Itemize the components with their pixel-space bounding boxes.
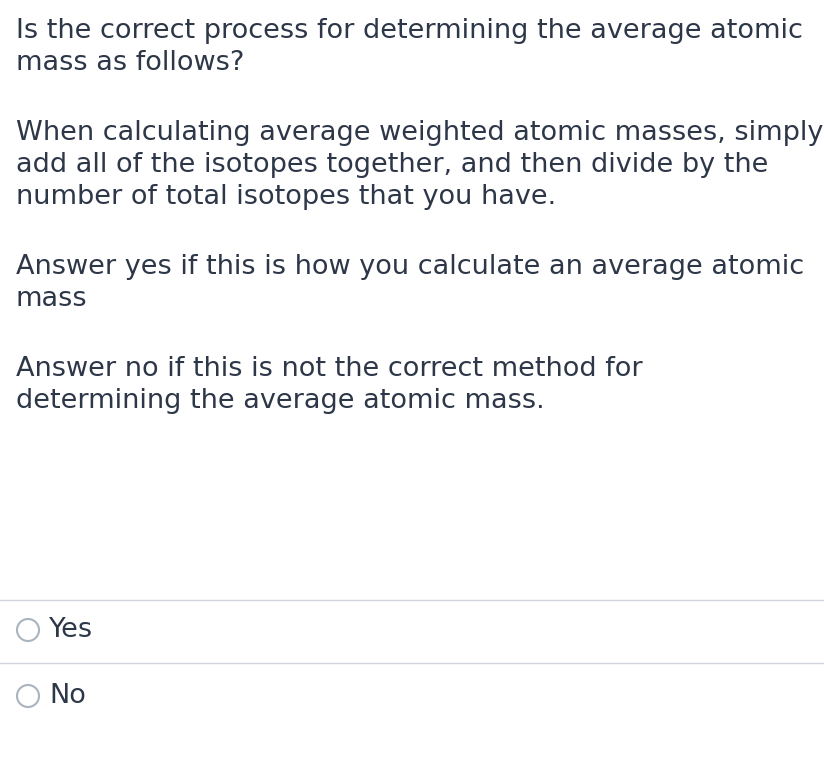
Text: Answer no if this is not the correct method for: Answer no if this is not the correct met…: [16, 356, 643, 382]
Text: No: No: [49, 683, 86, 709]
Text: mass as follows?: mass as follows?: [16, 50, 245, 76]
Text: add all of the isotopes together, and then divide by the: add all of the isotopes together, and th…: [16, 152, 768, 178]
Text: mass: mass: [16, 286, 87, 312]
Text: Yes: Yes: [49, 617, 93, 643]
Text: When calculating average weighted atomic masses, simply: When calculating average weighted atomic…: [16, 120, 823, 146]
Text: determining the average atomic mass.: determining the average atomic mass.: [16, 388, 545, 414]
Text: Is the correct process for determining the average atomic: Is the correct process for determining t…: [16, 18, 803, 44]
Text: number of total isotopes that you have.: number of total isotopes that you have.: [16, 184, 556, 210]
Text: Answer yes if this is how you calculate an average atomic: Answer yes if this is how you calculate …: [16, 254, 804, 280]
